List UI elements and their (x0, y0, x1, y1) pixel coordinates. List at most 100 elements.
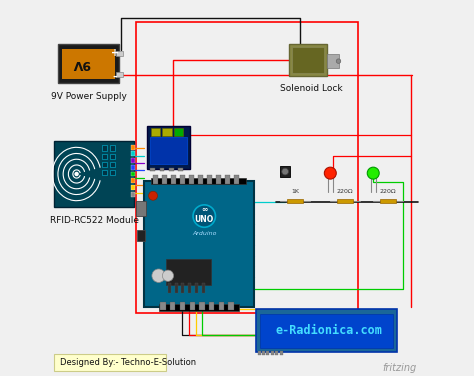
Bar (150, 168, 155, 171)
Text: e-Radionica.com: e-Radionica.com (276, 324, 383, 337)
Bar (280, 351, 283, 355)
Bar (137, 230, 145, 241)
Bar (275, 351, 278, 355)
Circle shape (324, 167, 336, 179)
Bar (144, 180, 254, 308)
Bar (201, 283, 204, 293)
Text: RFID-RC522 Module: RFID-RC522 Module (50, 216, 139, 225)
Text: Solenoid Lock: Solenoid Lock (280, 84, 343, 93)
Bar (188, 283, 191, 293)
Bar (58, 44, 119, 83)
Bar (178, 168, 183, 171)
Bar (131, 178, 135, 183)
Bar (147, 126, 191, 169)
Bar (110, 146, 115, 151)
Circle shape (282, 168, 289, 175)
Bar (131, 145, 135, 150)
Bar (131, 158, 135, 163)
Bar (54, 141, 134, 207)
Bar (280, 166, 291, 177)
Bar (102, 146, 108, 151)
Bar (163, 127, 172, 136)
Bar (198, 175, 203, 183)
Bar (234, 175, 239, 183)
Bar (189, 175, 194, 183)
Bar (180, 302, 185, 311)
Bar (175, 283, 178, 293)
Bar (216, 175, 221, 183)
Bar (199, 302, 204, 311)
Bar (287, 199, 303, 203)
Text: 9V Power Supply: 9V Power Supply (51, 92, 127, 101)
Bar (166, 259, 211, 285)
Bar (153, 175, 158, 183)
Bar (150, 137, 187, 164)
Bar (162, 175, 167, 183)
Bar (63, 49, 115, 79)
Bar (219, 302, 224, 311)
Bar (262, 351, 265, 355)
Bar (209, 302, 214, 311)
Text: 220Ω: 220Ω (380, 190, 396, 194)
Text: Designed By:- Techno-E-Solution: Designed By:- Techno-E-Solution (60, 358, 196, 367)
Bar (170, 302, 175, 311)
Circle shape (163, 270, 173, 281)
Bar (117, 51, 123, 56)
Bar (380, 199, 396, 203)
Bar (117, 72, 123, 77)
Bar (190, 302, 195, 311)
Circle shape (193, 205, 216, 227)
Bar (173, 127, 183, 136)
Text: -: - (113, 72, 117, 82)
Bar (131, 165, 135, 170)
Bar (207, 175, 212, 183)
Bar (131, 192, 135, 197)
Bar (136, 22, 358, 313)
Circle shape (367, 167, 379, 179)
Bar (180, 175, 185, 183)
Bar (159, 305, 239, 311)
Bar (168, 283, 171, 293)
Bar (271, 351, 274, 355)
Bar (161, 302, 166, 311)
Bar (102, 154, 108, 159)
Bar (131, 152, 135, 156)
Bar (136, 201, 146, 216)
Circle shape (74, 172, 79, 176)
Text: ∞
UNO: ∞ UNO (195, 205, 214, 224)
Circle shape (148, 191, 157, 200)
Bar (54, 354, 166, 371)
Circle shape (336, 59, 341, 64)
Text: 1K: 1K (291, 190, 299, 194)
Bar (266, 351, 270, 355)
Bar (327, 54, 338, 68)
Bar (160, 168, 164, 171)
Bar (110, 154, 115, 159)
Bar (337, 199, 354, 203)
Bar (225, 175, 230, 183)
Bar (110, 162, 115, 167)
Bar (255, 309, 398, 352)
Bar (131, 171, 135, 176)
Bar (151, 177, 246, 184)
Bar (260, 314, 393, 348)
Bar (182, 283, 184, 293)
Bar (131, 185, 135, 190)
Bar (102, 162, 108, 167)
Text: fritzing: fritzing (382, 363, 416, 373)
Bar (169, 168, 173, 171)
Bar (110, 170, 115, 175)
Bar (257, 351, 261, 355)
Text: +: + (111, 47, 119, 58)
Bar (228, 302, 234, 311)
Text: 220Ω: 220Ω (337, 190, 354, 194)
Bar (292, 47, 324, 73)
Bar (195, 283, 198, 293)
Bar (102, 170, 108, 175)
Bar (289, 44, 327, 76)
Text: Arduino: Arduino (192, 231, 217, 237)
Bar (171, 175, 176, 183)
Bar (151, 127, 161, 136)
Text: 9V: 9V (72, 58, 91, 70)
Circle shape (152, 269, 165, 282)
